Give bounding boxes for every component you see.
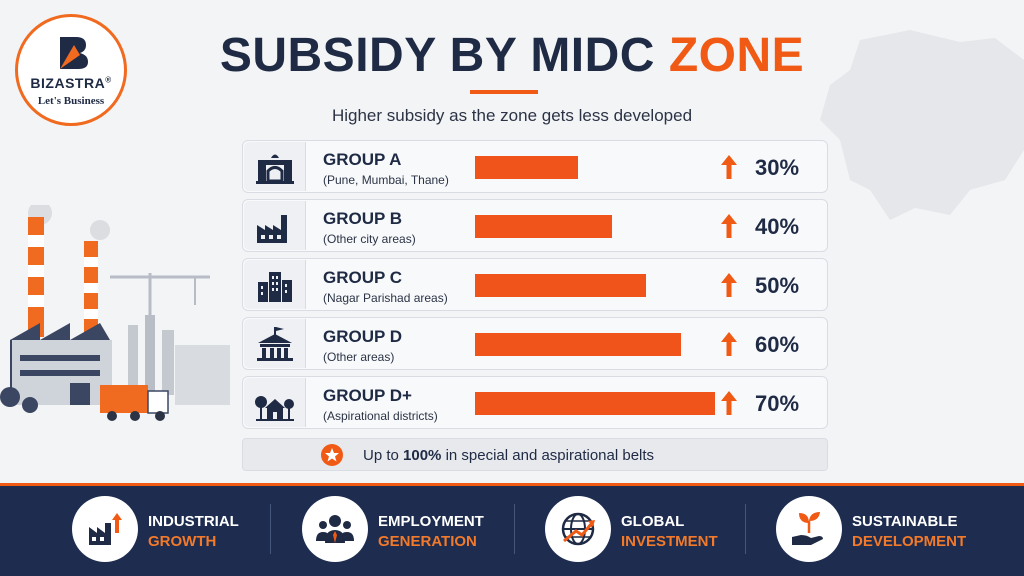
footer-divider <box>745 504 746 554</box>
bar <box>475 274 646 297</box>
page-title: SUBSIDY BY MIDC ZONE <box>0 28 1024 83</box>
title-accent: ZONE <box>668 29 805 82</box>
group-name: GROUP D+ <box>323 386 412 405</box>
chart-row: GROUP D+ (Aspirational districts) 70% <box>242 376 828 429</box>
bizastra-logo: BIZASTRA® Let's Business <box>15 14 127 126</box>
subsidy-chart: GROUP A (Pune, Mumbai, Thane) 30% GROUP B (O… <box>242 140 828 435</box>
bar <box>475 392 715 415</box>
arrow-up-icon <box>721 391 737 415</box>
hand-plant-icon <box>792 512 823 545</box>
arrow-up-icon <box>721 214 737 238</box>
buildings-icon <box>258 272 292 302</box>
value-label: 40% <box>755 214 800 239</box>
government-building-icon <box>257 327 293 361</box>
industrial-scene-icon <box>0 205 230 421</box>
value-label: 60% <box>755 332 800 357</box>
arrow-up-icon <box>721 332 737 356</box>
people-group-icon <box>316 515 354 543</box>
group-description: (Other areas) <box>323 350 395 364</box>
page-subtitle: Higher subsidy as the zone gets less dev… <box>331 106 693 125</box>
arrow-up-icon <box>721 273 737 297</box>
maharashtra-map-icon <box>820 30 1024 220</box>
group-name: GROUP C <box>323 268 403 287</box>
star-icon <box>321 444 343 466</box>
arrow-up-icon <box>721 155 737 179</box>
bizastra-b-icon <box>60 37 88 69</box>
value-label: 50% <box>755 273 800 298</box>
chart-row: GROUP D (Other areas) 60% <box>242 317 828 370</box>
bar <box>475 156 578 179</box>
factory-growth-icon <box>89 513 122 545</box>
value-label: 30% <box>755 155 800 180</box>
factory-icon <box>257 215 287 243</box>
note-text: Up to 100% in special and aspirational b… <box>363 447 655 464</box>
group-description: (Aspirational districts) <box>323 409 438 423</box>
houses-trees-icon <box>255 396 294 421</box>
footer-divider <box>514 504 515 554</box>
chart-row: GROUP C (Nagar Parishad areas) 50% <box>242 258 828 311</box>
group-name: GROUP B <box>323 209 403 228</box>
title-main: SUBSIDY BY MIDC <box>219 29 669 82</box>
chart-row: GROUP A (Pune, Mumbai, Thane) 30% <box>242 140 828 193</box>
note-banner: Up to 100% in special and aspirational b… <box>242 438 828 471</box>
logo-tagline: Let's Business <box>37 95 105 107</box>
value-label: 70% <box>755 391 800 416</box>
footer-bar: INDUSTRIAL GROWTH EMPLOYMENT GENERATION <box>0 483 1024 576</box>
group-description: (Other city areas) <box>323 232 416 246</box>
gateway-icon <box>256 154 294 184</box>
group-description: (Pune, Mumbai, Thane) <box>323 173 449 187</box>
group-name: GROUP A <box>323 150 402 169</box>
group-description: (Nagar Parishad areas) <box>323 291 448 305</box>
logo-brand: BIZASTRA® <box>30 75 112 91</box>
bar <box>475 215 612 238</box>
footer-divider <box>270 504 271 554</box>
globe-icon <box>561 512 595 546</box>
bar <box>475 333 681 356</box>
title-underline <box>470 90 538 94</box>
group-name: GROUP D <box>323 327 403 346</box>
chart-row: GROUP B (Other city areas) 40% <box>242 199 828 252</box>
